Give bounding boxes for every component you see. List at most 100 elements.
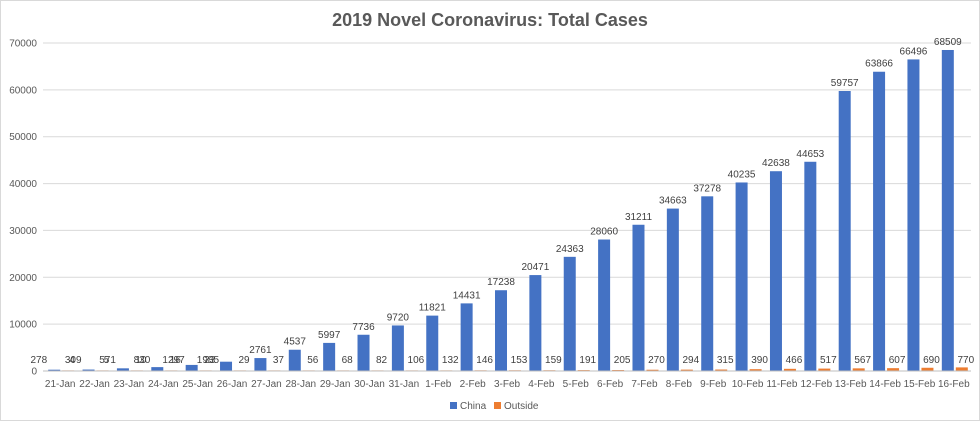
bar-outside — [955, 367, 968, 371]
bar-china — [735, 182, 748, 371]
data-label-china: 571 — [99, 355, 116, 366]
data-label-china: 20471 — [521, 262, 549, 273]
data-label-china: 7736 — [352, 322, 375, 333]
y-tick-label: 50000 — [9, 132, 37, 143]
x-tick-label: 23-Jan — [114, 379, 145, 390]
x-tick-label: 15-Feb — [904, 379, 936, 390]
data-label-outside: 607 — [889, 355, 906, 366]
x-tick-label: 14-Feb — [869, 379, 901, 390]
data-label-china: 1985 — [197, 355, 220, 366]
bar-outside — [818, 368, 831, 371]
bar-china — [563, 256, 576, 371]
y-tick-label: 40000 — [9, 179, 37, 190]
bar-china — [185, 364, 198, 371]
bar-china — [495, 290, 507, 371]
bar-china — [873, 71, 886, 371]
data-label-outside: 466 — [786, 355, 803, 366]
bar-china — [907, 59, 920, 372]
x-tick-label: 25-Jan — [182, 379, 213, 390]
x-tick-label: 16-Feb — [938, 379, 970, 390]
x-axis-ticks: 21-Jan 22-Jan 23-Jan 24-Jan 25-Jan 26-Jan 27-J… — [45, 379, 970, 390]
legend-item-outside: Outside — [494, 401, 539, 412]
data-label-china: 17238 — [487, 277, 515, 288]
data-label-outside: 56 — [307, 355, 319, 366]
y-tick-label: 0 — [31, 367, 37, 378]
bar-china — [391, 325, 404, 371]
x-tick-label: 6-Feb — [597, 379, 624, 390]
bar-china — [666, 208, 679, 371]
data-label-outside: 10 — [135, 355, 147, 366]
x-tick-label: 7-Feb — [631, 379, 658, 390]
x-tick-label: 10-Feb — [732, 379, 764, 390]
data-label-china: 24363 — [556, 244, 584, 255]
legend-label-china: China — [460, 401, 487, 412]
y-tick-label: 60000 — [9, 85, 37, 96]
data-label-outside: 146 — [476, 355, 493, 366]
data-label-outside: 29 — [238, 355, 250, 366]
bar-outside — [783, 368, 796, 371]
data-label-china: 14431 — [453, 290, 481, 301]
bar-outside — [646, 369, 659, 371]
data-label-outside: 82 — [376, 355, 388, 366]
bar-china — [426, 315, 439, 371]
data-label-china: 4537 — [284, 337, 307, 348]
x-tick-label: 28-Jan — [285, 379, 316, 390]
legend-swatch-outside — [494, 402, 501, 409]
data-label-china: 66496 — [900, 46, 928, 57]
x-tick-label: 13-Feb — [835, 379, 867, 390]
data-label-china: 59757 — [831, 78, 859, 89]
bars — [48, 49, 968, 372]
data-label-outside: 315 — [717, 355, 734, 366]
bar-china — [288, 349, 301, 371]
bar-china — [941, 49, 954, 372]
bar-china — [769, 171, 782, 371]
bar-china — [116, 368, 129, 371]
x-tick-label: 29-Jan — [320, 379, 351, 390]
bar-china — [460, 303, 473, 371]
y-tick-label: 10000 — [9, 320, 37, 331]
bar-outside — [852, 368, 865, 371]
y-tick-label: 20000 — [9, 273, 37, 284]
bar-outside — [680, 369, 693, 371]
data-label-china: 40235 — [728, 169, 756, 180]
bar-outside — [715, 369, 728, 371]
bar-china — [804, 161, 817, 371]
x-tick-label: 24-Jan — [148, 379, 179, 390]
data-label-outside: 23 — [204, 355, 216, 366]
data-label-outside: 4 — [69, 355, 75, 366]
legend-swatch-china — [450, 402, 457, 409]
data-label-china: 63866 — [865, 59, 893, 70]
chart-title: 2019 Novel Coronavirus: Total Cases — [332, 10, 648, 30]
x-tick-label: 3-Feb — [494, 379, 521, 390]
bar-china — [632, 224, 645, 371]
x-tick-label: 30-Jan — [354, 379, 385, 390]
legend-item-china: China — [450, 401, 487, 412]
x-tick-label: 27-Jan — [251, 379, 282, 390]
data-label-outside: 770 — [957, 355, 974, 366]
bar-outside — [887, 368, 900, 371]
data-label-china: 309 — [65, 355, 82, 366]
data-label-outside: 205 — [614, 355, 631, 366]
x-tick-label: 12-Feb — [800, 379, 832, 390]
x-tick-label: 1-Feb — [425, 379, 452, 390]
data-label-china: 1297 — [162, 355, 185, 366]
x-tick-label: 22-Jan — [79, 379, 110, 390]
x-tick-label: 31-Jan — [389, 379, 420, 390]
y-tick-label: 70000 — [9, 39, 37, 50]
gridlines — [43, 42, 971, 325]
bar-china — [529, 275, 542, 371]
data-label-china: 68509 — [934, 37, 962, 48]
data-label-outside: 37 — [273, 355, 285, 366]
data-label-china: 11821 — [419, 303, 447, 314]
bar-outside — [749, 369, 762, 371]
data-label-china: 9720 — [387, 312, 410, 323]
x-tick-label: 8-Feb — [666, 379, 693, 390]
x-tick-label: 9-Feb — [700, 379, 727, 390]
bar-china — [323, 342, 336, 371]
x-tick-label: 5-Feb — [563, 379, 590, 390]
data-label-outside: 68 — [342, 355, 354, 366]
data-label-china: 42638 — [762, 158, 790, 169]
x-tick-label: 26-Jan — [217, 379, 248, 390]
